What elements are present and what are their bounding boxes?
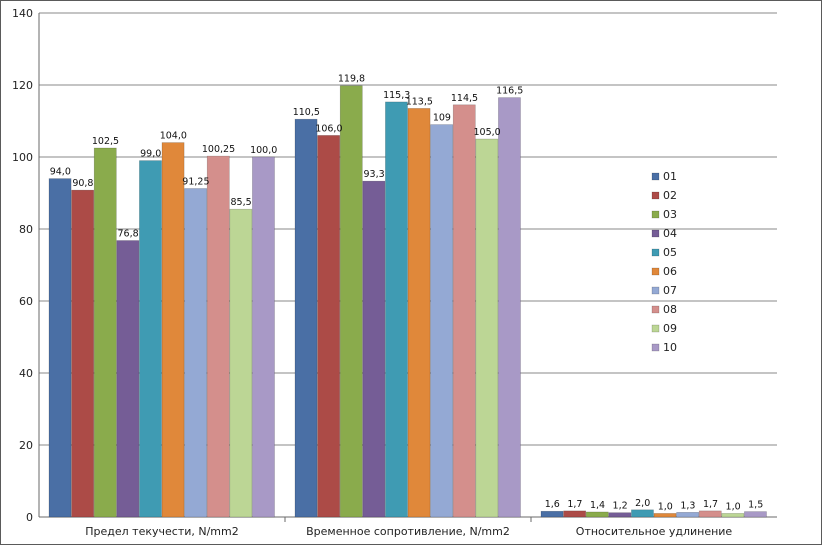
data-label: 102,5: [92, 136, 119, 147]
data-label: 106,0: [315, 123, 342, 134]
bar-09-cat-3: [721, 513, 745, 518]
bar-02-cat-1: [71, 189, 94, 518]
bar-04-cat-3: [608, 512, 632, 518]
bar-05-cat-2: [385, 101, 408, 518]
y-tick-label: 100: [12, 151, 33, 164]
legend-swatch-03: [651, 210, 660, 219]
data-label: 116,5: [496, 86, 523, 97]
legend-label: 04: [663, 227, 677, 240]
data-label: 119,8: [338, 74, 365, 85]
bar-05-cat-1: [139, 160, 162, 518]
data-label: 109: [433, 113, 451, 124]
bar-10-cat-1: [252, 156, 275, 518]
bar-01-cat-1: [48, 178, 72, 518]
legend-label: 09: [663, 322, 677, 335]
data-labels: 94,0 110,5 1,6 90,8 106,0 1,7 102,5 119,8 1,4 76,…: [50, 74, 764, 513]
bar-06-cat-2: [407, 108, 431, 518]
bar-09-cat-2: [475, 138, 499, 518]
legend-swatch-09: [651, 324, 660, 333]
y-tick-label: 140: [12, 7, 33, 20]
y-tick-label: 120: [12, 79, 33, 92]
bar-07-cat-3: [676, 512, 699, 518]
data-label: 100,0: [250, 145, 277, 156]
bar-10-cat-3: [744, 511, 767, 518]
bar-04-cat-1: [116, 240, 140, 518]
data-label: 91,25: [182, 177, 209, 188]
data-label: 105,0: [473, 127, 500, 138]
bar-02-cat-3: [563, 510, 586, 518]
bar-01-cat-2: [294, 118, 318, 518]
legend-label: 07: [663, 284, 677, 297]
y-tick-label: 20: [19, 439, 33, 452]
legend-label: 05: [663, 246, 677, 259]
legend-swatch-08: [651, 305, 660, 314]
bar-04-cat-2: [362, 180, 386, 518]
legend-swatch-10: [651, 343, 660, 352]
y-tick-label: 0: [26, 511, 33, 524]
data-label: 90,8: [72, 178, 93, 189]
bar-08-cat-3: [698, 510, 722, 518]
data-label: 93,3: [364, 169, 385, 180]
legend-swatch-02: [651, 191, 660, 200]
data-label: 1,7: [567, 499, 582, 510]
y-tick-label: 60: [19, 295, 33, 308]
legend-label: 10: [663, 341, 677, 354]
legend-swatch-01: [651, 172, 660, 181]
data-label: 1,6: [545, 499, 560, 510]
category-label: Предел текучести, N/mm2: [85, 525, 238, 538]
data-label: 1,0: [726, 501, 741, 512]
bar-08-cat-1: [206, 155, 230, 518]
legend-label: 02: [663, 189, 677, 202]
data-label: 100,25: [202, 144, 235, 155]
legend: 01 02 03 04 05 06 07 08 09 10: [651, 170, 677, 354]
data-label: 1,3: [680, 500, 695, 511]
bar-03-cat-2: [339, 85, 363, 518]
data-label: 1,4: [590, 500, 605, 511]
data-label: 1,5: [748, 500, 763, 511]
data-label: 110,5: [293, 107, 320, 118]
bar-08-cat-2: [452, 104, 476, 518]
category-label: Временное сопротивление, N/mm2: [306, 525, 510, 538]
bar-07-cat-2: [430, 124, 454, 518]
data-label: 94,0: [50, 167, 71, 178]
bar-01-cat-3: [540, 510, 564, 518]
data-label: 1,7: [703, 499, 718, 510]
legend-label: 08: [663, 303, 677, 316]
data-label: 76,8: [118, 229, 139, 240]
data-label: 99,0: [140, 149, 161, 160]
bar-03-cat-3: [585, 511, 609, 518]
data-label: 113,5: [406, 96, 433, 107]
legend-label: 06: [663, 265, 677, 278]
category-label: Относительное удлинение: [576, 525, 733, 538]
data-label: 85,5: [231, 197, 252, 208]
data-label: 2,0: [635, 498, 650, 509]
bar-09-cat-1: [229, 208, 253, 518]
data-label: 115,3: [383, 90, 410, 101]
data-label: 114,5: [451, 93, 478, 104]
bar-06-cat-1: [161, 142, 185, 518]
y-tick-label: 80: [19, 223, 33, 236]
bar-10-cat-2: [498, 97, 521, 518]
legend-swatch-04: [651, 229, 660, 238]
bar-03-cat-1: [93, 147, 117, 518]
data-label: 1,0: [658, 501, 673, 512]
bar-05-cat-3: [631, 509, 654, 518]
bar-06-cat-3: [653, 513, 677, 518]
y-tick-label: 40: [19, 367, 33, 380]
bar-02-cat-2: [317, 135, 341, 518]
bar-07-cat-1: [184, 188, 208, 518]
data-label: 1,2: [613, 501, 628, 512]
bars: [48, 85, 767, 518]
legend-swatch-07: [651, 286, 660, 295]
legend-swatch-05: [651, 248, 660, 257]
legend-swatch-06: [651, 267, 660, 276]
legend-label: 03: [663, 208, 677, 221]
legend-label: 01: [663, 170, 677, 183]
data-label: 104,0: [160, 131, 187, 142]
